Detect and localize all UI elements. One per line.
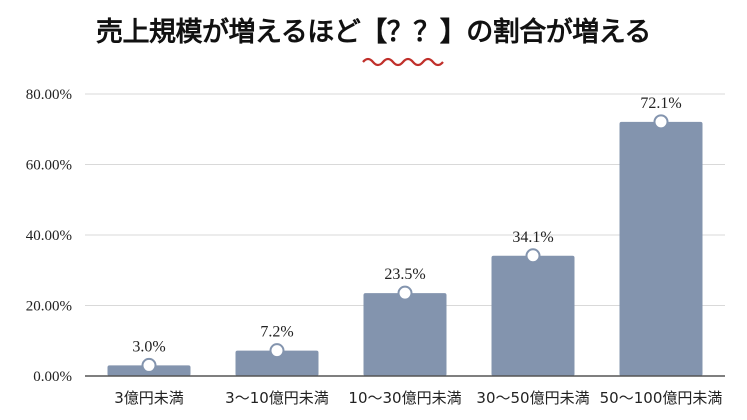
chart-title: 売上規模が増えるほど【？？】の割合が増える [96, 17, 651, 48]
data-point-marker [525, 248, 541, 264]
bar [363, 293, 447, 376]
data-point-marker [141, 357, 157, 373]
y-tick-label: 80.00% [26, 87, 72, 103]
data-label: 34.1% [512, 229, 553, 246]
bar [491, 255, 575, 376]
data-label: 23.5% [384, 266, 425, 283]
data-label: 72.1% [640, 95, 681, 112]
x-category-label: 10〜30億円未満 [348, 389, 461, 407]
x-category-label: 3億円未満 [114, 389, 184, 407]
y-tick-label: 0.00% [33, 369, 72, 385]
y-tick-label: 60.00% [26, 158, 72, 174]
title-wavy-underline [362, 57, 444, 67]
x-category-label: 30〜50億円未満 [476, 389, 589, 407]
bar [619, 121, 703, 376]
x-category-label: 50〜100億円未満 [600, 389, 723, 407]
y-tick-label: 40.00% [26, 228, 72, 244]
data-point-marker [269, 343, 285, 359]
x-category-label: 3〜10億円未満 [225, 389, 329, 407]
data-point-marker [397, 285, 413, 301]
y-tick-label: 20.00% [26, 299, 72, 315]
data-label: 3.0% [132, 338, 165, 355]
bar [235, 350, 319, 376]
data-label: 7.2% [260, 324, 293, 341]
data-point-marker [653, 114, 669, 130]
